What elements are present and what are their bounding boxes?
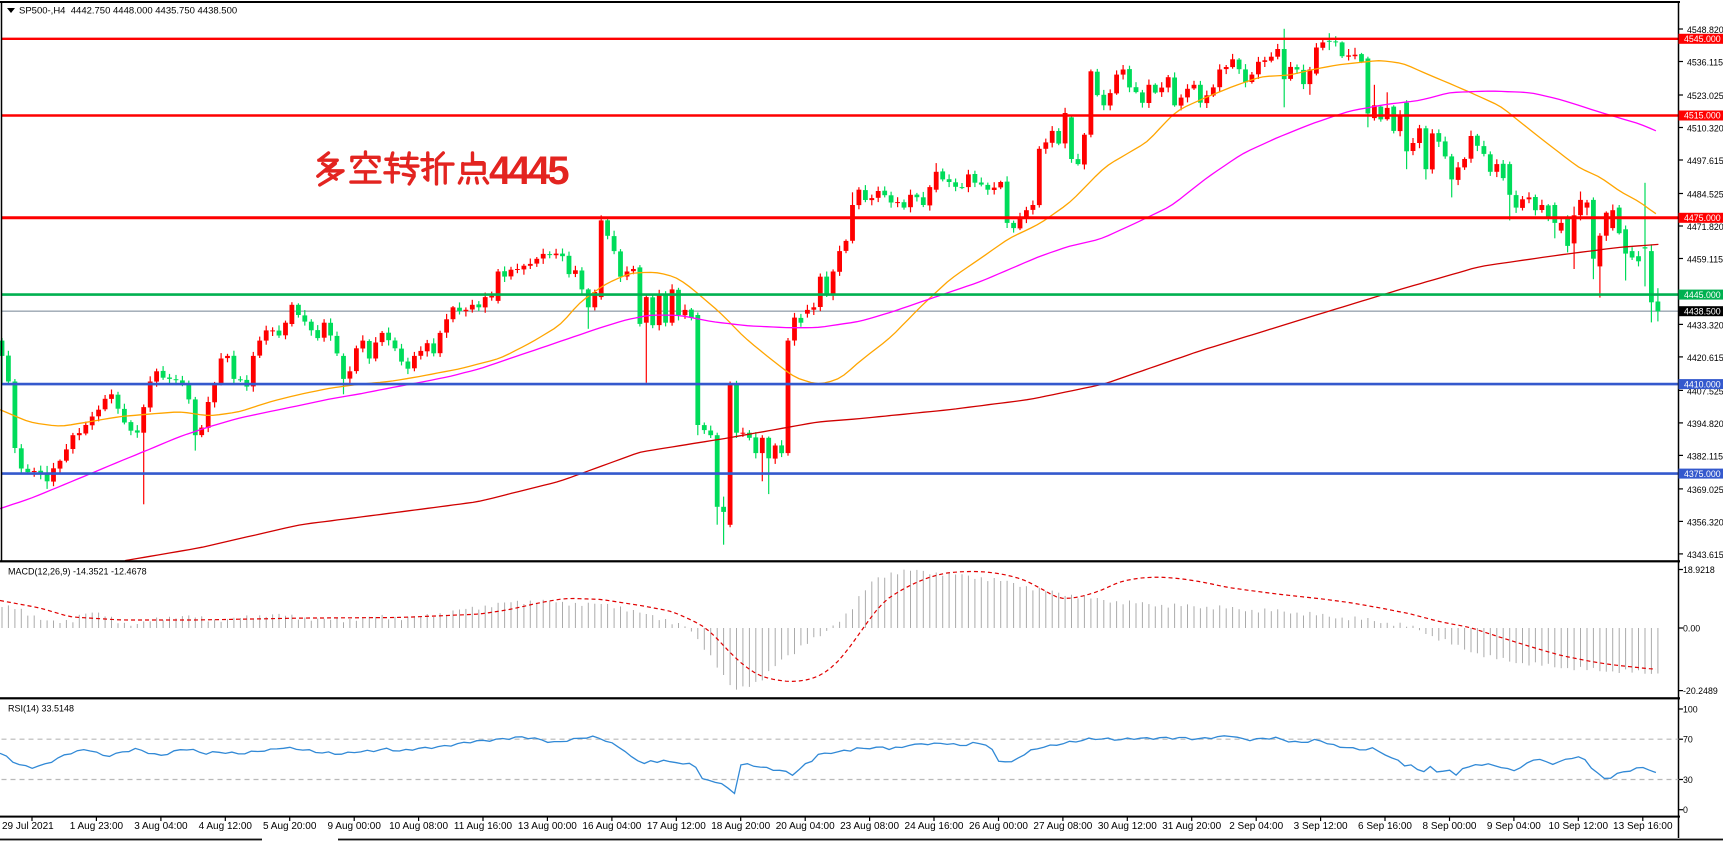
svg-text:23 Aug 08:00: 23 Aug 08:00 — [840, 821, 899, 832]
svg-text:24 Aug 16:00: 24 Aug 16:00 — [905, 821, 964, 832]
svg-text:4410.000: 4410.000 — [1684, 379, 1721, 389]
svg-text:4375.000: 4375.000 — [1684, 469, 1721, 479]
svg-text:3 Sep 12:00: 3 Sep 12:00 — [1294, 821, 1348, 832]
svg-text:2 Sep 04:00: 2 Sep 04:00 — [1229, 821, 1283, 832]
svg-text:4510.320: 4510.320 — [1687, 124, 1723, 134]
svg-text:30: 30 — [1683, 775, 1693, 785]
svg-text:26 Aug 00:00: 26 Aug 00:00 — [969, 821, 1028, 832]
svg-text:3 Aug 04:00: 3 Aug 04:00 — [134, 821, 188, 832]
svg-text:4438.500: 4438.500 — [1684, 306, 1721, 316]
svg-text:4382.115: 4382.115 — [1687, 451, 1723, 461]
svg-text:100: 100 — [1683, 705, 1698, 715]
svg-text:4445.000: 4445.000 — [1684, 290, 1721, 300]
svg-text:10 Aug 08:00: 10 Aug 08:00 — [389, 821, 448, 832]
svg-text:4471.820: 4471.820 — [1687, 222, 1723, 232]
svg-text:31 Aug 20:00: 31 Aug 20:00 — [1162, 821, 1221, 832]
svg-text:4475.000: 4475.000 — [1684, 213, 1721, 223]
svg-text:16 Aug 04:00: 16 Aug 04:00 — [582, 821, 641, 832]
svg-text:9 Sep 04:00: 9 Sep 04:00 — [1487, 821, 1541, 832]
svg-text:29 Jul 2021: 29 Jul 2021 — [2, 821, 54, 832]
svg-text:4548.820: 4548.820 — [1687, 25, 1723, 35]
svg-text:MACD(12,26,9) -14.3521 -12.467: MACD(12,26,9) -14.3521 -12.4678 — [8, 567, 147, 577]
svg-text:18.9218: 18.9218 — [1683, 565, 1715, 575]
svg-text:SP500-,H4 4442.750 4448.000 4: SP500-,H4 4442.750 4448.000 4435.750 443… — [19, 6, 237, 17]
svg-text:4536.115: 4536.115 — [1687, 58, 1723, 68]
svg-text:17 Aug 12:00: 17 Aug 12:00 — [647, 821, 706, 832]
svg-text:6 Sep 16:00: 6 Sep 16:00 — [1358, 821, 1412, 832]
svg-text:20 Aug 04:00: 20 Aug 04:00 — [776, 821, 835, 832]
svg-text:4407.525: 4407.525 — [1687, 386, 1723, 396]
svg-text:27 Aug 08:00: 27 Aug 08:00 — [1033, 821, 1092, 832]
svg-text:8 Sep 00:00: 8 Sep 00:00 — [1423, 821, 1477, 832]
svg-text:4420.615: 4420.615 — [1687, 353, 1723, 363]
svg-text:4484.525: 4484.525 — [1687, 190, 1723, 200]
svg-text:4515.000: 4515.000 — [1684, 111, 1721, 121]
svg-text:4445: 4445 — [489, 149, 569, 193]
svg-text:4497.615: 4497.615 — [1687, 156, 1723, 166]
svg-text:70: 70 — [1683, 735, 1693, 745]
svg-text:4394.820: 4394.820 — [1687, 419, 1723, 429]
svg-text:4523.025: 4523.025 — [1687, 91, 1723, 101]
svg-text:4343.615: 4343.615 — [1687, 550, 1723, 560]
svg-text:0.00: 0.00 — [1683, 624, 1700, 634]
svg-text:9 Aug 00:00: 9 Aug 00:00 — [328, 821, 382, 832]
svg-text:5 Aug 20:00: 5 Aug 20:00 — [263, 821, 317, 832]
svg-text:18 Aug 20:00: 18 Aug 20:00 — [711, 821, 770, 832]
svg-text:4459.115: 4459.115 — [1687, 255, 1723, 265]
svg-text:13 Aug 00:00: 13 Aug 00:00 — [518, 821, 577, 832]
svg-text:30 Aug 12:00: 30 Aug 12:00 — [1098, 821, 1157, 832]
svg-text:10 Sep 12:00: 10 Sep 12:00 — [1549, 821, 1609, 832]
svg-text:4 Aug 12:00: 4 Aug 12:00 — [199, 821, 253, 832]
svg-text:4545.000: 4545.000 — [1684, 34, 1721, 44]
svg-text:-20.2489: -20.2489 — [1683, 686, 1718, 696]
svg-text:4433.320: 4433.320 — [1687, 320, 1723, 330]
svg-text:4369.025: 4369.025 — [1687, 485, 1723, 495]
svg-text:4356.320: 4356.320 — [1687, 517, 1723, 527]
svg-text:RSI(14) 33.5148: RSI(14) 33.5148 — [8, 704, 74, 714]
svg-text:13 Sep 16:00: 13 Sep 16:00 — [1613, 821, 1673, 832]
svg-text:0: 0 — [1683, 805, 1688, 815]
svg-text:1 Aug 23:00: 1 Aug 23:00 — [70, 821, 124, 832]
svg-text:11 Aug 16:00: 11 Aug 16:00 — [454, 821, 513, 832]
